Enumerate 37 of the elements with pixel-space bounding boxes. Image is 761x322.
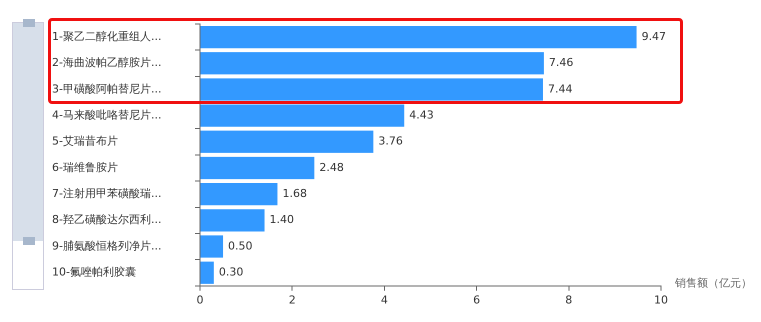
x-tick-label: 10: [654, 293, 668, 306]
bar: [200, 183, 278, 206]
x-tick-label: 8: [565, 293, 572, 306]
data-label: 3.76: [378, 134, 403, 148]
y-tick-label: 2-海曲波帕乙醇胺片...: [52, 56, 162, 70]
data-label: 1.40: [270, 213, 294, 226]
y-tick-label: 4-马来酸吡咯替尼片...: [52, 108, 162, 122]
y-tick-label: 7-注射用甲苯磺酸瑞...: [52, 187, 162, 200]
bar: [200, 52, 544, 74]
bar: [200, 104, 404, 127]
y-tick-label: 1-聚乙二醇化重组人...: [52, 30, 162, 43]
data-label: 1.68: [282, 187, 307, 200]
bar: [200, 26, 637, 48]
bar: [200, 209, 265, 232]
x-tick-label: 4: [380, 293, 388, 306]
y-tick-label: 3-甲磺酸阿帕替尼片...: [52, 82, 162, 96]
x-tick-label: 0: [196, 293, 204, 306]
data-label: 4.43: [409, 108, 434, 122]
data-label: 9.47: [642, 30, 666, 43]
y-tick-label: 8-羟乙磺酸达尔西利...: [52, 213, 162, 226]
bar: [200, 130, 374, 153]
y-tick-label: 6-瑞维鲁胺片: [52, 160, 118, 174]
bar: [200, 235, 224, 258]
bar: [200, 156, 314, 180]
y-tick-label: 10-氟唑帕利胶囊: [52, 266, 136, 279]
bar: [200, 78, 543, 101]
data-label: 7.44: [548, 82, 572, 96]
y-tick-label: 5-艾瑞昔布片: [52, 134, 118, 148]
data-label: 7.46: [548, 56, 574, 70]
x-tick-label: 2: [288, 293, 296, 306]
x-axis-title: 销售额（亿元）: [674, 276, 752, 290]
data-label: 0.50: [228, 239, 253, 252]
bar: [200, 262, 214, 284]
x-tick-label: 6: [473, 293, 480, 306]
data-label: 0.30: [218, 266, 244, 279]
y-tick-label: 9-脯氨酸恒格列净片...: [52, 239, 162, 252]
data-label: 2.48: [319, 160, 344, 174]
